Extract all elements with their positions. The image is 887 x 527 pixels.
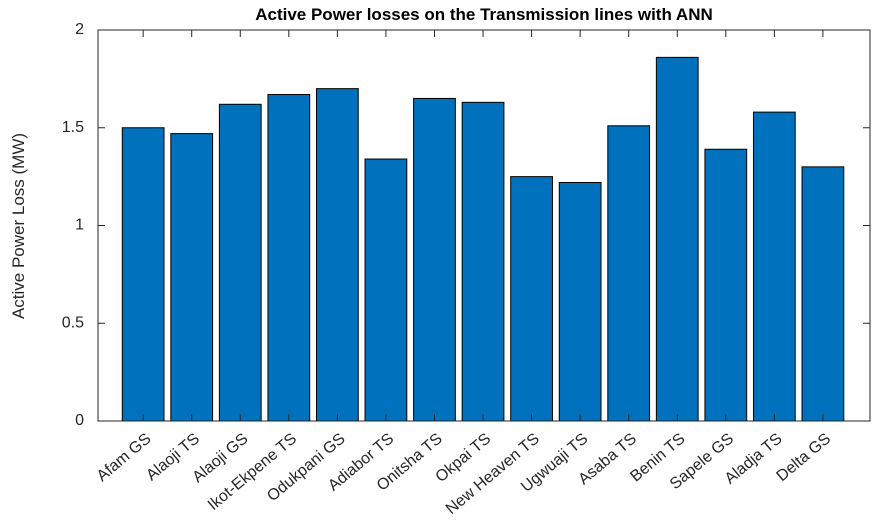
x-tick-label: Ikot-Ekpene TS xyxy=(205,430,300,514)
y-tick-label: 1 xyxy=(75,217,84,234)
bar xyxy=(558,181,602,422)
y-tick-label: 2 xyxy=(75,21,84,38)
x-tick-label: Delta GS xyxy=(774,430,835,485)
y-tick-label: 0.5 xyxy=(62,314,84,331)
bar xyxy=(655,56,699,422)
bar xyxy=(121,127,165,422)
y-tick-label: 1.5 xyxy=(62,119,84,136)
y-tick-label: 0 xyxy=(75,412,84,429)
bar xyxy=(607,125,651,422)
bar xyxy=(413,97,456,422)
bar xyxy=(510,176,553,422)
bar xyxy=(267,94,311,422)
bar xyxy=(801,166,845,422)
bar xyxy=(461,101,505,422)
plot-frame xyxy=(97,29,871,422)
bar xyxy=(315,88,359,422)
bar xyxy=(170,133,214,422)
chart-title: Active Power losses on the Transmission … xyxy=(255,5,713,24)
bar xyxy=(752,111,796,422)
bar xyxy=(704,148,748,422)
bar xyxy=(218,103,262,422)
bar xyxy=(364,158,408,422)
x-tick-label: Afam GS xyxy=(94,430,155,485)
y-axis-label: Active Power Loss (MW) xyxy=(9,133,28,319)
